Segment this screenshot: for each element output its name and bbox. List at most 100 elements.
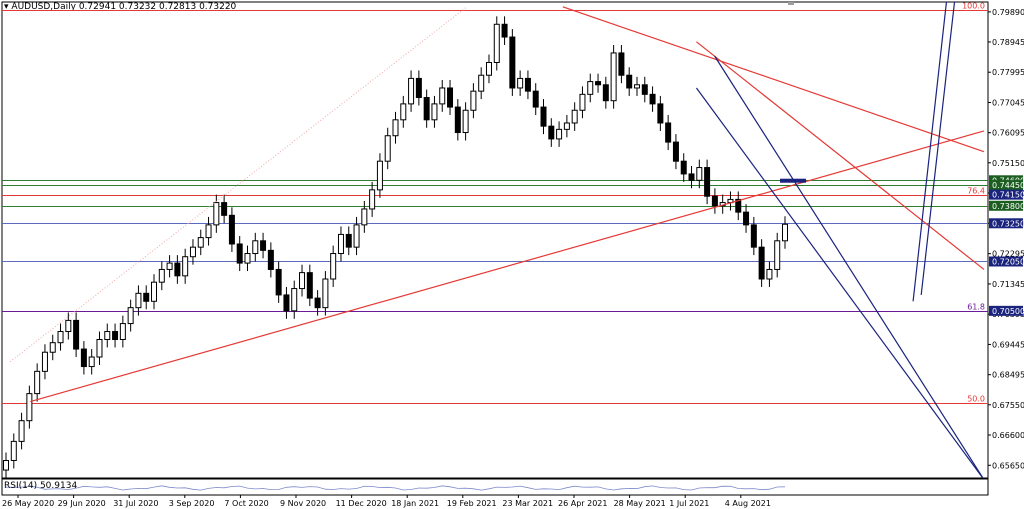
candle-body xyxy=(369,189,376,210)
candle-body xyxy=(345,233,352,248)
price-box-label: 0.70500 xyxy=(992,307,1024,316)
candle-body xyxy=(18,420,25,442)
candle-body xyxy=(322,278,329,309)
x-tick-label: 23 Mar 2021 xyxy=(502,499,553,508)
price-box xyxy=(989,256,1023,267)
candle-body xyxy=(782,223,788,242)
x-tick-label: 9 Nov 2020 xyxy=(280,499,326,508)
candle-body xyxy=(104,331,111,340)
candle-body xyxy=(579,93,586,111)
candle-body xyxy=(49,342,56,353)
candle-body xyxy=(696,167,703,181)
x-tick-label: 31 Jul 2020 xyxy=(113,499,158,508)
candle-body xyxy=(758,246,765,280)
rsi-label: RSI(14) 50.9134 xyxy=(4,481,78,491)
candle-body xyxy=(205,224,212,239)
candle-body xyxy=(299,272,306,290)
candle-body xyxy=(400,103,407,121)
x-tick-label: 26 Apr 2021 xyxy=(558,499,607,508)
candle-body xyxy=(688,173,695,181)
candle-body xyxy=(556,128,563,140)
candle-body xyxy=(10,440,17,461)
trend-line xyxy=(920,2,956,295)
candle-body xyxy=(711,195,718,207)
price-box-label: 0.72050 xyxy=(992,257,1024,266)
candle-body xyxy=(493,23,500,63)
candle-body xyxy=(571,109,578,124)
plot-frame xyxy=(1,1,989,479)
candle-body xyxy=(680,160,687,175)
dropdown-triangle-icon[interactable]: ▾ xyxy=(4,2,9,12)
candle-body xyxy=(353,224,360,248)
candle-body xyxy=(672,141,679,162)
candle-body xyxy=(158,268,165,283)
candle-body xyxy=(57,331,64,344)
candle-body xyxy=(392,119,399,137)
candle-body xyxy=(423,97,430,121)
candle-body xyxy=(649,93,656,105)
candle-body xyxy=(197,237,204,248)
price-box xyxy=(989,218,1023,229)
candle-body xyxy=(431,103,438,121)
candle-body xyxy=(485,61,492,76)
price-box-label: 0.74450 xyxy=(992,181,1024,190)
candle-body xyxy=(267,249,274,270)
x-tick-label: 7 Oct 2020 xyxy=(224,499,268,508)
candle-body xyxy=(587,81,594,95)
x-tick-label: 18 Jan 2021 xyxy=(391,499,439,508)
trend-line xyxy=(912,2,948,302)
candle-body xyxy=(182,256,189,277)
y-tick-label: 0.76095 xyxy=(992,129,1024,138)
x-tick-label: 26 May 2020 xyxy=(2,499,54,508)
candle-body xyxy=(595,81,602,86)
candle-body xyxy=(151,281,158,302)
candle-body xyxy=(135,292,142,309)
y-tick-label: 0.68495 xyxy=(992,371,1024,380)
level-label: 100.0 xyxy=(962,2,985,11)
candle-body xyxy=(376,160,383,191)
rsi-line xyxy=(5,485,786,491)
candle-body xyxy=(626,74,633,89)
level-label: 76.4 xyxy=(967,187,985,196)
candle-body xyxy=(501,23,508,38)
candle-body xyxy=(283,294,290,312)
candle-body xyxy=(330,253,337,280)
dotted-trend-line xyxy=(9,6,468,363)
current-bar-marker xyxy=(788,2,794,5)
x-tick-label: 1 Jul 2021 xyxy=(669,499,709,508)
y-tick-label: 0.72295 xyxy=(992,250,1024,259)
candle-body xyxy=(275,268,282,296)
trend-line xyxy=(30,130,985,403)
candle-body xyxy=(41,351,48,372)
candle-body xyxy=(306,272,313,299)
y-tick-label: 0.69445 xyxy=(992,340,1024,349)
x-tick-label: 4 Aug 2021 xyxy=(725,499,771,508)
candle-body xyxy=(750,224,757,248)
y-tick-label: 0.71345 xyxy=(992,280,1024,289)
candle-body xyxy=(73,319,80,350)
x-tick-label: 29 Jun 2020 xyxy=(58,499,106,508)
candle-body xyxy=(735,198,742,213)
candle-body xyxy=(88,356,95,368)
candle-body xyxy=(34,370,41,395)
level-label: 61.8 xyxy=(967,303,985,312)
candle-body xyxy=(478,74,485,92)
trend-line xyxy=(695,87,984,478)
candle-body xyxy=(548,125,555,140)
trend-line xyxy=(562,6,985,153)
ohlc-values: 0.72941 0.73232 0.72813 0.73220 xyxy=(78,2,237,12)
candle-body xyxy=(439,87,446,105)
x-tick-label: 19 Feb 2021 xyxy=(447,499,497,508)
candle-body xyxy=(633,84,640,89)
candle-body xyxy=(743,211,750,226)
candle-body xyxy=(470,90,477,111)
candle-body xyxy=(3,459,9,471)
candle-body xyxy=(517,77,524,89)
candle-body xyxy=(119,323,126,340)
candle-body xyxy=(260,240,267,251)
candle-body xyxy=(657,103,664,124)
candle-body xyxy=(96,338,103,358)
candle-body xyxy=(408,77,415,105)
price-box-label: 0.73800 xyxy=(992,202,1024,211)
